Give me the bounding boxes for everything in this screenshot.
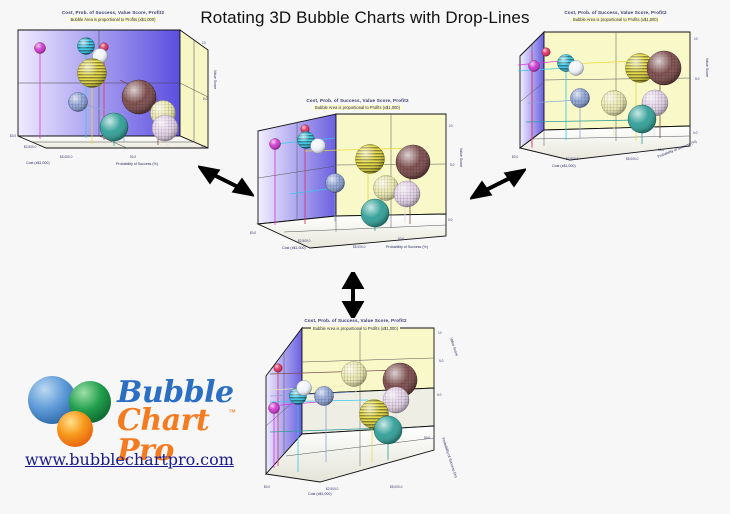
z-axis-label: Value Score: [449, 337, 459, 357]
z-tick-2: 10: [438, 331, 442, 335]
chart-view-1[interactable]: Cost, Prob. of Success, Value Score, Pro…: [8, 8, 218, 203]
logo-text-line1: Bubble: [117, 375, 234, 410]
logo-text-line2: Chart Pro: [117, 403, 210, 468]
chart-subtitle: Bubble Area is proportional to Profits (…: [313, 105, 402, 110]
chart-canvas-1[interactable]: $0.0 $2,500.0 $5,000.0 Cost (x$1,000) 50…: [8, 8, 218, 193]
x-tick-0: $0.0: [250, 231, 256, 235]
z-tick-1: 5.0: [450, 163, 455, 167]
x-tick-1: $2,500.0: [24, 145, 37, 149]
chart-title: Cost, Prob. of Success, Value Score, Pro…: [304, 318, 407, 323]
x-tick-2: $5,000.0: [626, 157, 639, 161]
z-tick-1: 5.0: [695, 77, 700, 81]
chart-subtitle: Bubble Area is proportional to Profits (…: [311, 326, 400, 331]
website-url[interactable]: www.bubblechartpro.com: [25, 450, 234, 469]
chart-canvas-4[interactable]: $0.0 $2,500.0 $5,000.0 Cost (x$1,000) 50…: [248, 316, 463, 496]
x-tick-2: $5,000.0: [60, 155, 73, 159]
arrow-center-right: [468, 166, 528, 207]
chart-canvas-3[interactable]: $0.0 $2,500.0 Cost (x$1,000) $5,000.0 50…: [508, 8, 723, 173]
bubblechartpro-logo[interactable]: Bubble Chart Pro ™ www.bubblechartpro.co…: [25, 372, 240, 477]
chart-title: Cost, Prob. of Success, Value Score, Pro…: [61, 10, 165, 15]
y-tick-0: 50.0: [130, 155, 136, 159]
y-tick-0: 50.0: [398, 237, 404, 241]
chart-canvas-2[interactable]: $0.0 $2,500.0 Cost (x$1,000) $5,000.0 50…: [250, 96, 465, 261]
x-tick-0: $0.0: [512, 155, 518, 159]
z-tick-1: 5.0: [203, 97, 208, 101]
arrow-left-center: [196, 163, 256, 204]
z-tick-0: 0.0: [437, 393, 442, 397]
z-axis-label: Value Score: [459, 148, 463, 167]
y-tick-0: 50.0: [424, 436, 430, 440]
x-axis-label: Cost (x$1,000): [552, 164, 576, 168]
x-tick-1: $2,500.0: [298, 239, 311, 243]
x-tick-1: $2,500.0: [326, 487, 339, 491]
y-axis-label: Probability of Success (%): [116, 162, 158, 166]
x-tick-2: $5,000.0: [390, 485, 403, 489]
z-tick-1: 5.0: [439, 359, 444, 363]
z-tick-2: 10: [449, 124, 453, 128]
trademark-symbol: ™: [228, 408, 236, 417]
z-axis-label: Value Score: [213, 70, 217, 89]
y-tick-0: 50.0: [658, 148, 664, 152]
z-tick-0: 0.0: [201, 145, 206, 149]
x-tick-2: $5,000.0: [353, 245, 366, 249]
z-tick-2: 10: [694, 37, 698, 41]
x-tick-0: $0.0: [264, 485, 270, 489]
chart-view-4[interactable]: Cost, Prob. of Success, Value Score, Pro…: [248, 316, 463, 506]
z-tick-0: 0.0: [448, 218, 453, 222]
x-axis-label: Cost (x$1,000): [26, 161, 50, 165]
x-axis-label: Cost (x$1,000): [282, 246, 306, 250]
z-axis-label: Value Score: [705, 58, 709, 77]
x-tick-0: $0.0: [10, 134, 16, 138]
y-axis-label: Probability of Success (%): [441, 437, 458, 478]
y-axis-label: Probability of Success (%): [386, 245, 428, 249]
arrow-center-bottom: [340, 268, 366, 323]
chart-subtitle: Bubble Area is proportional to Profits (…: [68, 17, 158, 22]
page-title: Rotating 3D Bubble Charts with Drop-Line…: [200, 8, 530, 27]
z-tick-2: 10: [202, 41, 206, 45]
chart-subtitle: Bubble Area is proportional to Profits (…: [571, 17, 660, 22]
chart-view-2[interactable]: Cost, Prob. of Success, Value Score, Pro…: [250, 96, 465, 271]
logo-bubbles-icon: [28, 376, 111, 447]
chart-view-3[interactable]: Cost, Prob. of Success, Value Score, Pro…: [508, 8, 723, 183]
x-tick-1: $2,500.0: [566, 157, 579, 161]
x-axis-label: Cost (x$1,000): [308, 492, 332, 496]
chart-title: Cost, Prob. of Success, Value Score, Pro…: [564, 10, 667, 15]
chart-title: Cost, Prob. of Success, Value Score, Pro…: [306, 98, 409, 103]
z-tick-0: 0.0: [693, 131, 698, 135]
